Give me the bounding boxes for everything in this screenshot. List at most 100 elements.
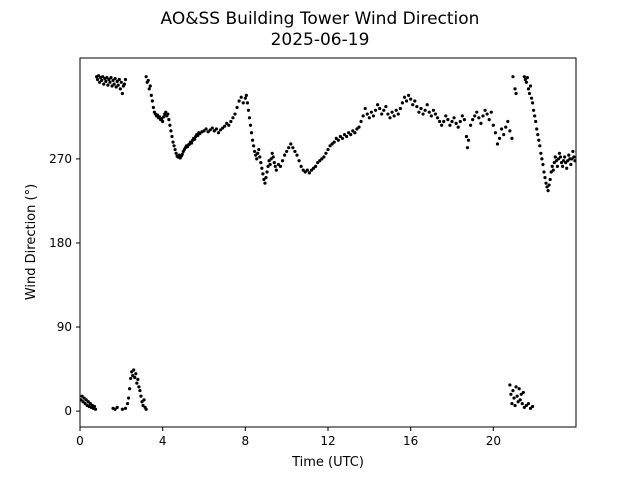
data-point (149, 93, 153, 97)
data-point (297, 159, 301, 163)
data-point (471, 118, 475, 122)
data-point (268, 162, 272, 167)
data-point (454, 121, 458, 125)
data-point (118, 87, 122, 91)
data-point (116, 83, 120, 87)
data-point (540, 157, 544, 161)
data-point (208, 128, 212, 132)
data-point (571, 149, 575, 154)
data-point (465, 146, 470, 150)
data-point (500, 127, 504, 131)
data-point (543, 175, 547, 180)
data-point (169, 129, 173, 133)
data-point (104, 79, 108, 83)
data-point (378, 106, 382, 111)
data-point (270, 151, 274, 155)
data-point (273, 164, 277, 168)
data-point (456, 125, 460, 129)
data-point (450, 119, 454, 124)
data-point (252, 144, 256, 148)
data-point (316, 161, 320, 165)
data-point (107, 77, 111, 82)
data-point (256, 151, 260, 155)
data-point (396, 112, 400, 116)
data-point (144, 75, 148, 79)
data-point (363, 106, 367, 111)
data-point (285, 149, 289, 154)
data-point (100, 78, 104, 83)
data-point (246, 108, 251, 112)
data-point (514, 91, 518, 96)
data-point (493, 131, 497, 135)
data-point (267, 159, 271, 163)
data-point (293, 149, 297, 154)
data-point (174, 151, 178, 155)
data-point (552, 161, 556, 165)
data-point (347, 131, 351, 135)
data-point (398, 106, 402, 111)
data-point (269, 157, 273, 161)
data-point (570, 157, 574, 161)
data-point (477, 116, 481, 120)
data-point (250, 138, 255, 142)
data-point (535, 127, 539, 131)
data-point (231, 116, 235, 120)
data-point (531, 404, 535, 409)
data-point (409, 97, 413, 101)
data-point (129, 376, 133, 381)
data-point (239, 95, 243, 99)
data-point (155, 113, 160, 117)
data-point (566, 159, 570, 163)
data-point (506, 119, 510, 124)
data-point (563, 155, 567, 159)
data-point (464, 134, 469, 139)
y-tick-label: 270 (49, 152, 72, 166)
data-point (233, 112, 237, 116)
data-point (510, 402, 514, 406)
data-point (382, 108, 386, 112)
data-point (538, 144, 542, 148)
data-point (558, 155, 563, 159)
data-point (257, 147, 261, 152)
data-point (549, 170, 553, 174)
x-tick-label: 8 (242, 434, 250, 448)
data-point (245, 101, 249, 105)
data-point (483, 108, 487, 112)
data-point (487, 118, 491, 122)
data-point (253, 149, 257, 154)
data-point (131, 374, 135, 378)
x-tick-label: 4 (159, 434, 167, 448)
data-point (511, 388, 515, 393)
data-point (431, 108, 435, 112)
data-point (556, 157, 561, 161)
data-point (114, 85, 118, 89)
data-point (206, 130, 210, 134)
data-point (303, 170, 307, 174)
data-point (532, 108, 536, 112)
data-point (276, 162, 280, 167)
data-point (435, 116, 440, 120)
data-point (287, 146, 291, 150)
data-point (541, 162, 545, 167)
data-point (345, 134, 349, 139)
data-point (193, 137, 197, 141)
data-point (210, 126, 214, 130)
data-point (140, 400, 144, 404)
data-point (161, 119, 165, 124)
data-point (291, 146, 295, 150)
x-tick-label: 0 (76, 434, 84, 448)
data-point (440, 123, 444, 127)
x-tick-label: 20 (486, 434, 501, 448)
data-point (311, 166, 316, 170)
data-point (162, 115, 166, 119)
data-point (554, 159, 558, 163)
data-point (278, 164, 283, 168)
data-point (83, 402, 87, 406)
data-point (95, 77, 100, 82)
data-point (120, 407, 124, 411)
data-point (423, 108, 427, 112)
data-point (452, 116, 456, 120)
data-point (115, 79, 119, 83)
data-points (79, 74, 577, 411)
data-point (444, 114, 448, 118)
